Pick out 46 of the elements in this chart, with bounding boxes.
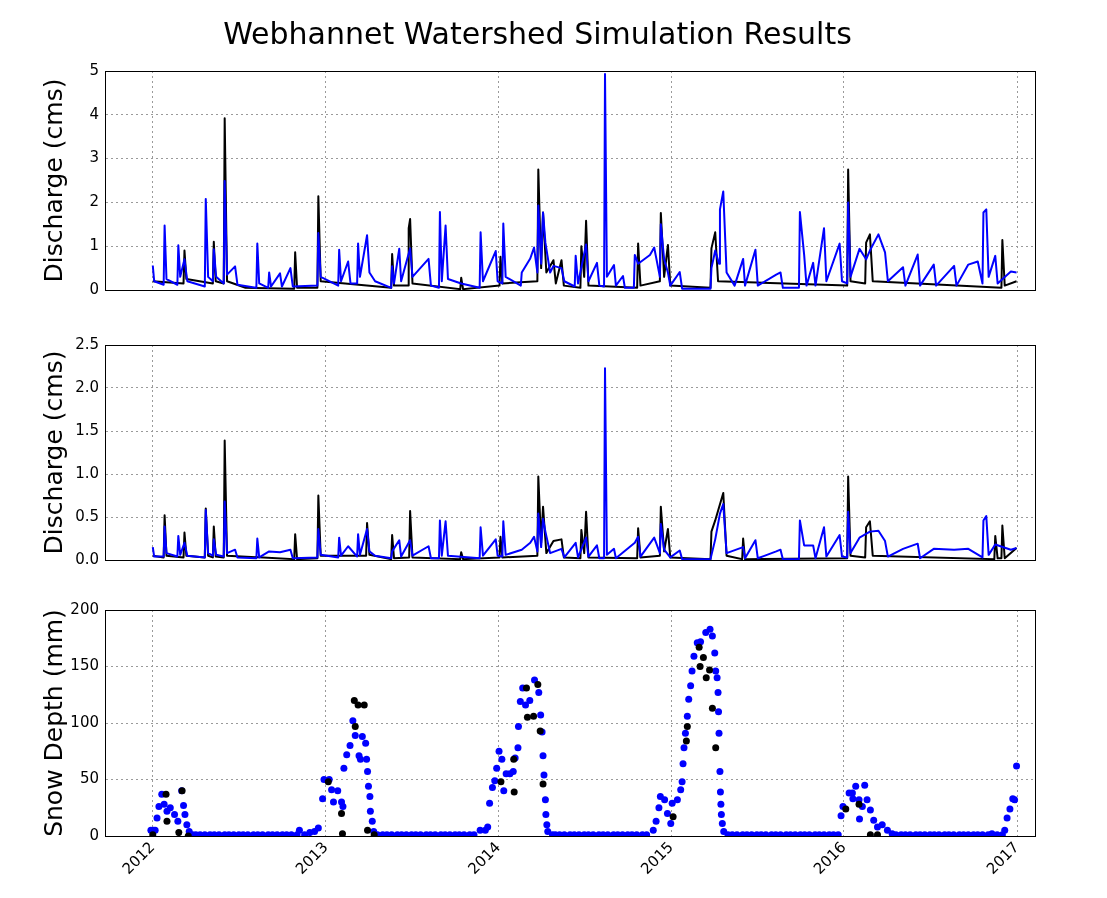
y-tick-label: 200 bbox=[70, 599, 99, 618]
point bbox=[699, 653, 707, 661]
y-tick-label: 0.0 bbox=[75, 549, 99, 568]
y-tick-label: 3 bbox=[89, 148, 99, 167]
point bbox=[702, 674, 710, 682]
point bbox=[712, 744, 720, 752]
y-axis-title: Discharge (cms) bbox=[38, 350, 68, 555]
point bbox=[360, 701, 368, 709]
point bbox=[706, 666, 714, 674]
point bbox=[708, 704, 716, 712]
point bbox=[530, 712, 538, 720]
point bbox=[534, 681, 542, 689]
point bbox=[175, 829, 183, 836]
point bbox=[354, 701, 362, 709]
y-tick-label: 2.0 bbox=[75, 377, 99, 396]
y-tick-label: 5 bbox=[89, 60, 99, 79]
point bbox=[683, 722, 691, 730]
y-tick-label: 4 bbox=[89, 104, 99, 123]
y-tick-label: 0.5 bbox=[75, 506, 99, 525]
y-tick-label: 0 bbox=[89, 279, 99, 298]
y-tick-label: 0 bbox=[89, 825, 99, 844]
point bbox=[523, 713, 531, 721]
point bbox=[162, 790, 170, 798]
y-axis-title: Discharge (cms) bbox=[38, 78, 68, 283]
point bbox=[338, 830, 346, 836]
point bbox=[351, 722, 359, 730]
point bbox=[682, 737, 690, 745]
y-tick-label: 50 bbox=[79, 769, 99, 788]
point bbox=[497, 778, 505, 786]
y-tick-label: 150 bbox=[70, 656, 99, 675]
point bbox=[696, 663, 704, 670]
y-tick-label: 1.5 bbox=[75, 420, 99, 439]
y-tick-label: 2 bbox=[89, 192, 99, 211]
point bbox=[364, 826, 372, 834]
point bbox=[695, 643, 703, 651]
y-tick-label: 1.0 bbox=[75, 463, 99, 482]
point bbox=[510, 788, 518, 796]
point bbox=[669, 813, 677, 821]
y-tick-label: 1 bbox=[89, 236, 99, 255]
y-tick-label: 100 bbox=[70, 712, 99, 731]
y-axis-title: Snow Depth (mm) bbox=[38, 609, 68, 837]
point bbox=[338, 809, 346, 817]
point bbox=[539, 780, 547, 788]
point bbox=[163, 817, 171, 825]
y-tick-label: 2.5 bbox=[75, 334, 99, 353]
chart-title: Webhannet Watershed Simulation Results bbox=[223, 15, 852, 51]
